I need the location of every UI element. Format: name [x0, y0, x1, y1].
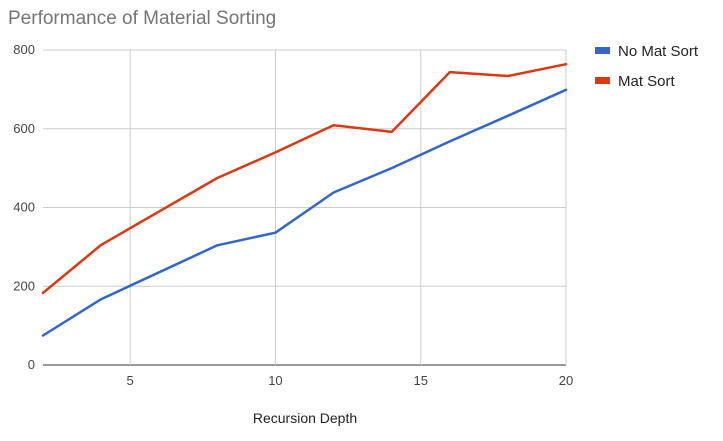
legend-label: Mat Sort	[618, 73, 676, 90]
x-tick-label: 20	[559, 373, 573, 388]
legend-label: No Mat Sort	[618, 43, 699, 60]
x-tick-label: 10	[268, 373, 282, 388]
series-line-1	[41, 88, 568, 337]
grid	[43, 49, 567, 366]
chart-title: Performance of Material Sorting	[8, 8, 276, 29]
y-tick-label: 400	[13, 200, 35, 215]
series-lines	[41, 62, 568, 337]
y-axis-ticks: 0 200 400 600 800	[13, 42, 35, 372]
legend-swatch	[595, 47, 610, 54]
y-tick-label: 200	[13, 278, 35, 293]
x-tick-label: 5	[127, 373, 134, 388]
series-line-2	[41, 62, 568, 295]
legend: No Mat Sort Mat Sort	[595, 43, 699, 90]
x-axis-ticks: 5 10 15 20	[127, 373, 574, 388]
x-axis-label: Recursion Depth	[253, 410, 357, 426]
y-tick-label: 0	[28, 357, 35, 372]
y-tick-label: 800	[13, 42, 35, 57]
legend-swatch	[595, 77, 610, 84]
x-tick-label: 15	[413, 373, 427, 388]
y-tick-label: 600	[13, 121, 35, 136]
